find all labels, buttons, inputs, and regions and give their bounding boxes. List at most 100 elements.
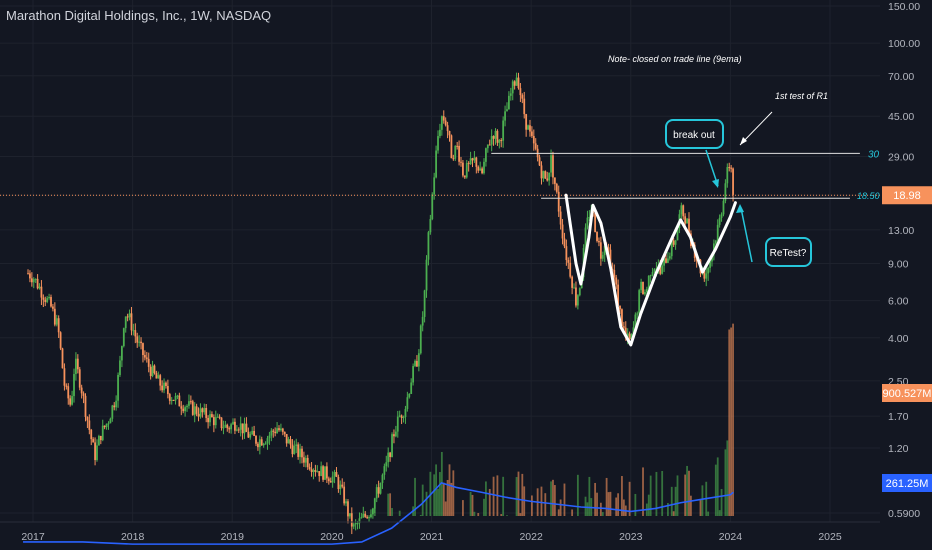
- volume-bar: [642, 467, 644, 516]
- candle-body: [377, 487, 380, 494]
- candle-body: [383, 466, 386, 475]
- candle-body: [373, 498, 376, 509]
- candle-body: [425, 259, 428, 291]
- volume-bar: [609, 491, 612, 516]
- volume-bar: [553, 485, 556, 516]
- candle-body: [532, 135, 535, 144]
- candle-body: [456, 145, 459, 147]
- candle-body: [136, 336, 139, 343]
- candle-body: [264, 443, 267, 445]
- candle-body: [345, 501, 347, 504]
- candle-body: [193, 406, 196, 415]
- volume-bar: [672, 511, 675, 516]
- volume-bar: [674, 486, 677, 516]
- candle-body: [515, 77, 518, 86]
- candle-body: [506, 109, 508, 112]
- candle-body: [414, 360, 416, 367]
- candle-body: [714, 240, 717, 244]
- candle-body: [724, 183, 727, 201]
- candle-body: [143, 355, 146, 358]
- candle-body: [293, 445, 296, 455]
- candle-body: [644, 292, 646, 295]
- candle-body: [569, 262, 572, 277]
- candle-body: [82, 393, 85, 396]
- candle-body: [410, 382, 413, 394]
- candle-body: [44, 299, 47, 302]
- candle-body: [230, 424, 233, 430]
- volume-bar: [628, 481, 631, 516]
- candle-body: [473, 157, 476, 161]
- candle-body: [446, 125, 449, 131]
- candle-body: [509, 93, 512, 96]
- candle-body: [730, 167, 733, 169]
- candle-body: [680, 205, 683, 215]
- candle-body: [471, 158, 474, 161]
- candle-body: [437, 136, 439, 151]
- candle-body: [718, 217, 721, 225]
- candle-body: [306, 457, 309, 468]
- volume-bar: [617, 493, 620, 516]
- candle-body: [29, 273, 31, 279]
- candle-body: [504, 111, 506, 121]
- candle-body: [347, 501, 349, 517]
- candle-body: [36, 278, 39, 289]
- candle-body: [151, 365, 154, 377]
- level-30-label: 30: [868, 149, 880, 160]
- breakout-arrowhead: [712, 179, 719, 188]
- candle-body: [360, 517, 363, 519]
- candle-body: [285, 433, 288, 444]
- candle-body: [207, 417, 210, 423]
- candle-body: [140, 341, 142, 344]
- candle-body: [550, 155, 552, 173]
- candle-body: [42, 297, 45, 300]
- candle-body: [278, 428, 280, 431]
- candle-body: [686, 218, 688, 224]
- volume-bar: [634, 493, 637, 516]
- candle-body: [197, 413, 200, 417]
- candle-body: [705, 273, 708, 279]
- candle-body: [280, 428, 282, 431]
- volume-bar: [473, 511, 476, 516]
- candle-body: [262, 443, 265, 446]
- candle-body: [442, 116, 445, 121]
- candle-body: [126, 316, 129, 318]
- volume-bar: [437, 488, 439, 516]
- volume-bar: [726, 440, 729, 516]
- candle-body: [38, 286, 41, 289]
- candle-body: [412, 366, 415, 383]
- candle-body: [626, 333, 629, 337]
- candle-body: [153, 365, 156, 374]
- candle-body: [67, 386, 70, 399]
- candle-body: [310, 468, 313, 473]
- candle-body: [462, 162, 464, 176]
- candle-body: [134, 330, 137, 337]
- candle-body: [243, 423, 246, 434]
- candle-body: [450, 135, 453, 159]
- candle-body: [341, 484, 344, 487]
- volume-bar: [655, 471, 658, 516]
- volume-bar: [588, 476, 591, 516]
- y-tick-label: 150.00: [888, 1, 920, 13]
- candle-body: [548, 172, 551, 181]
- candle-body: [270, 430, 273, 436]
- candle-body: [90, 429, 93, 440]
- candle-body: [209, 414, 211, 423]
- candle-body: [189, 401, 192, 403]
- candle-body: [253, 430, 255, 436]
- chart-title: Marathon Digital Holdings, Inc., 1W, NAS…: [6, 8, 272, 23]
- candle-body: [642, 281, 644, 295]
- volume-bar: [483, 498, 485, 516]
- candle-body: [71, 396, 73, 405]
- volume-bar: [521, 473, 524, 516]
- candle-body: [659, 265, 662, 274]
- candle-body: [502, 120, 505, 141]
- candle-body: [552, 155, 554, 178]
- candle-body: [603, 245, 606, 256]
- candle-body: [469, 158, 472, 165]
- candle-body: [115, 400, 118, 408]
- volume-bar: [732, 323, 734, 516]
- candle-body: [348, 513, 351, 517]
- candle-body: [511, 81, 514, 94]
